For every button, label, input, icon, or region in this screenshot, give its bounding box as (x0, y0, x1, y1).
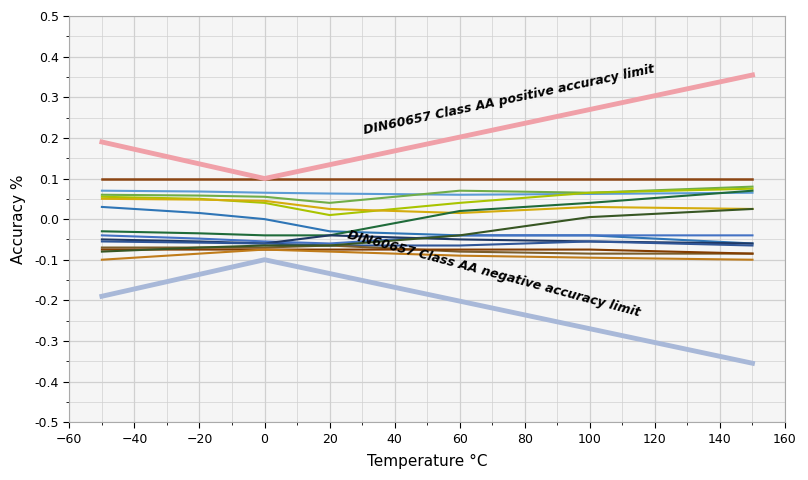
X-axis label: Temperature °C: Temperature °C (367, 454, 487, 469)
Y-axis label: Accuracy %: Accuracy % (11, 174, 26, 264)
Text: DIN60657 Class AA negative accuracy limit: DIN60657 Class AA negative accuracy limi… (346, 228, 642, 320)
Text: DIN60657 Class AA positive accuracy limit: DIN60657 Class AA positive accuracy limi… (362, 62, 655, 137)
